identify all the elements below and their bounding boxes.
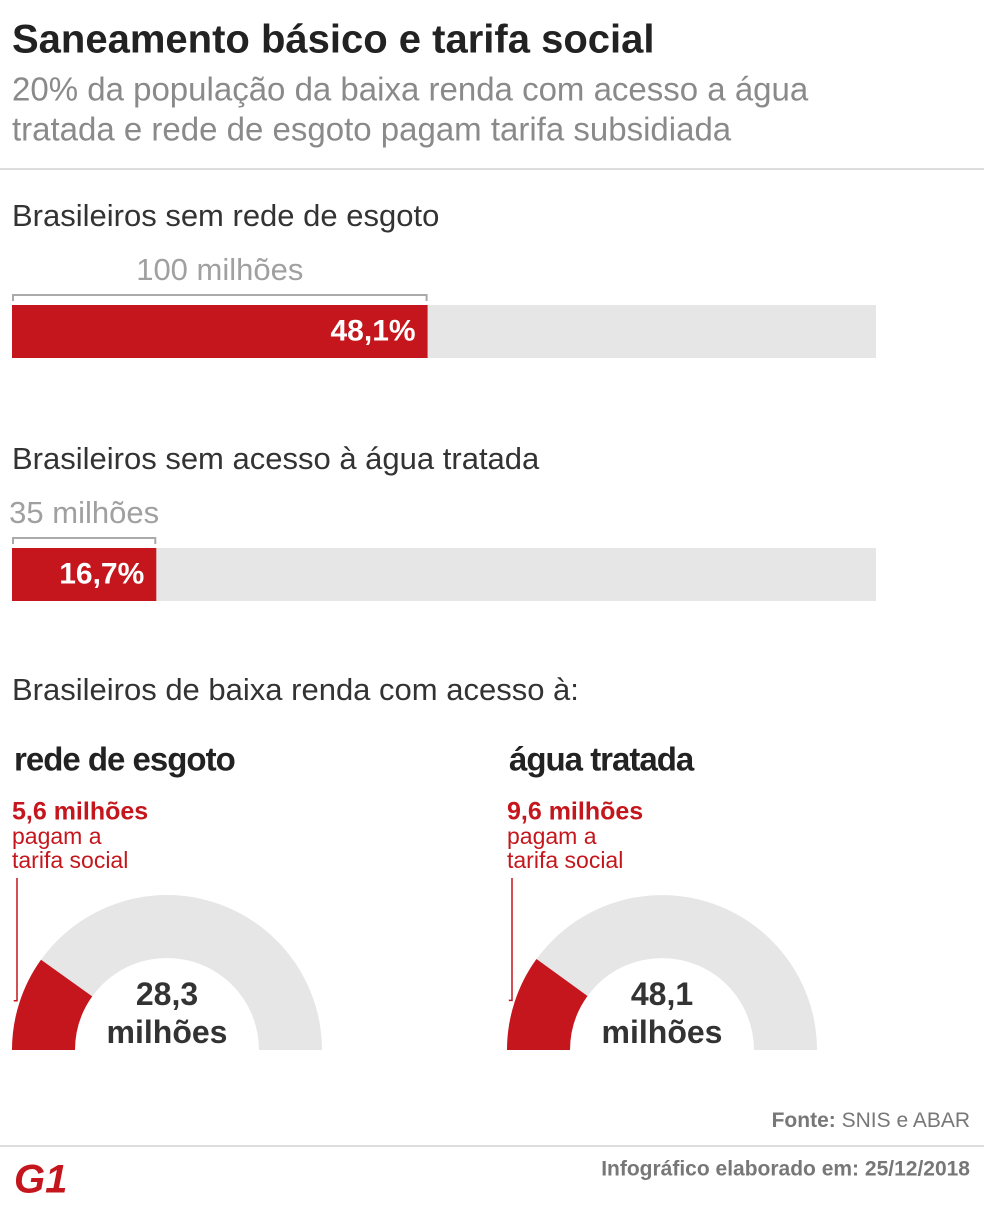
- value-label: 16,7%: [59, 557, 144, 590]
- logo: G1: [14, 1158, 67, 1202]
- donut-track: [12, 895, 322, 1050]
- leader-line: [13, 878, 18, 1002]
- source-text: Fonte: SNIS e ABAR: [772, 1109, 970, 1132]
- total-label: 28,3 milhões: [106, 976, 228, 1050]
- center-label-box: 48,1 milhões: [601, 976, 723, 1050]
- center-label-box: 28,3 milhões: [106, 976, 228, 1050]
- donut-part: [12, 959, 93, 1050]
- donut-title: rede de esgoto: [14, 741, 235, 778]
- note: tarifa social: [12, 847, 128, 873]
- bar-title: Brasileiros sem acesso à água tratada: [12, 441, 540, 476]
- source: SNIS e ABAR: [842, 1109, 970, 1132]
- subtitle: tratada e rede de esgoto pagam tarifa su…: [12, 111, 732, 148]
- subtitle: 20% da população da baixa renda com aces…: [12, 71, 809, 108]
- donut-track: [507, 895, 817, 1050]
- note: pagam a: [507, 823, 597, 849]
- source-label: Fonte:: [772, 1109, 836, 1132]
- bracket: [12, 294, 428, 301]
- bar: [12, 305, 428, 358]
- title: Saneamento básico e tarifa social: [12, 18, 654, 62]
- value-label: 48,1%: [331, 314, 416, 347]
- annotation: 100 milhões: [136, 252, 303, 287]
- bracket: [12, 537, 157, 544]
- section-title: Brasileiros de baixa renda com acesso à:: [12, 672, 579, 707]
- donut-part: [507, 959, 588, 1050]
- note: tarifa social: [507, 847, 623, 873]
- note: pagam a: [12, 823, 102, 849]
- part-label: 9,6 milhões: [507, 798, 643, 826]
- annotation: 35 milhões: [9, 495, 159, 530]
- donut-title: água tratada: [509, 741, 695, 778]
- bar: [12, 548, 157, 601]
- part-label: 5,6 milhões: [12, 798, 148, 826]
- bar-title: Brasileiros sem rede de esgoto: [12, 198, 439, 233]
- credit: Infográfico elaborado em: 25/12/2018: [601, 1158, 970, 1181]
- total-label: 48,1 milhões: [601, 976, 723, 1050]
- leader-line: [508, 878, 513, 1002]
